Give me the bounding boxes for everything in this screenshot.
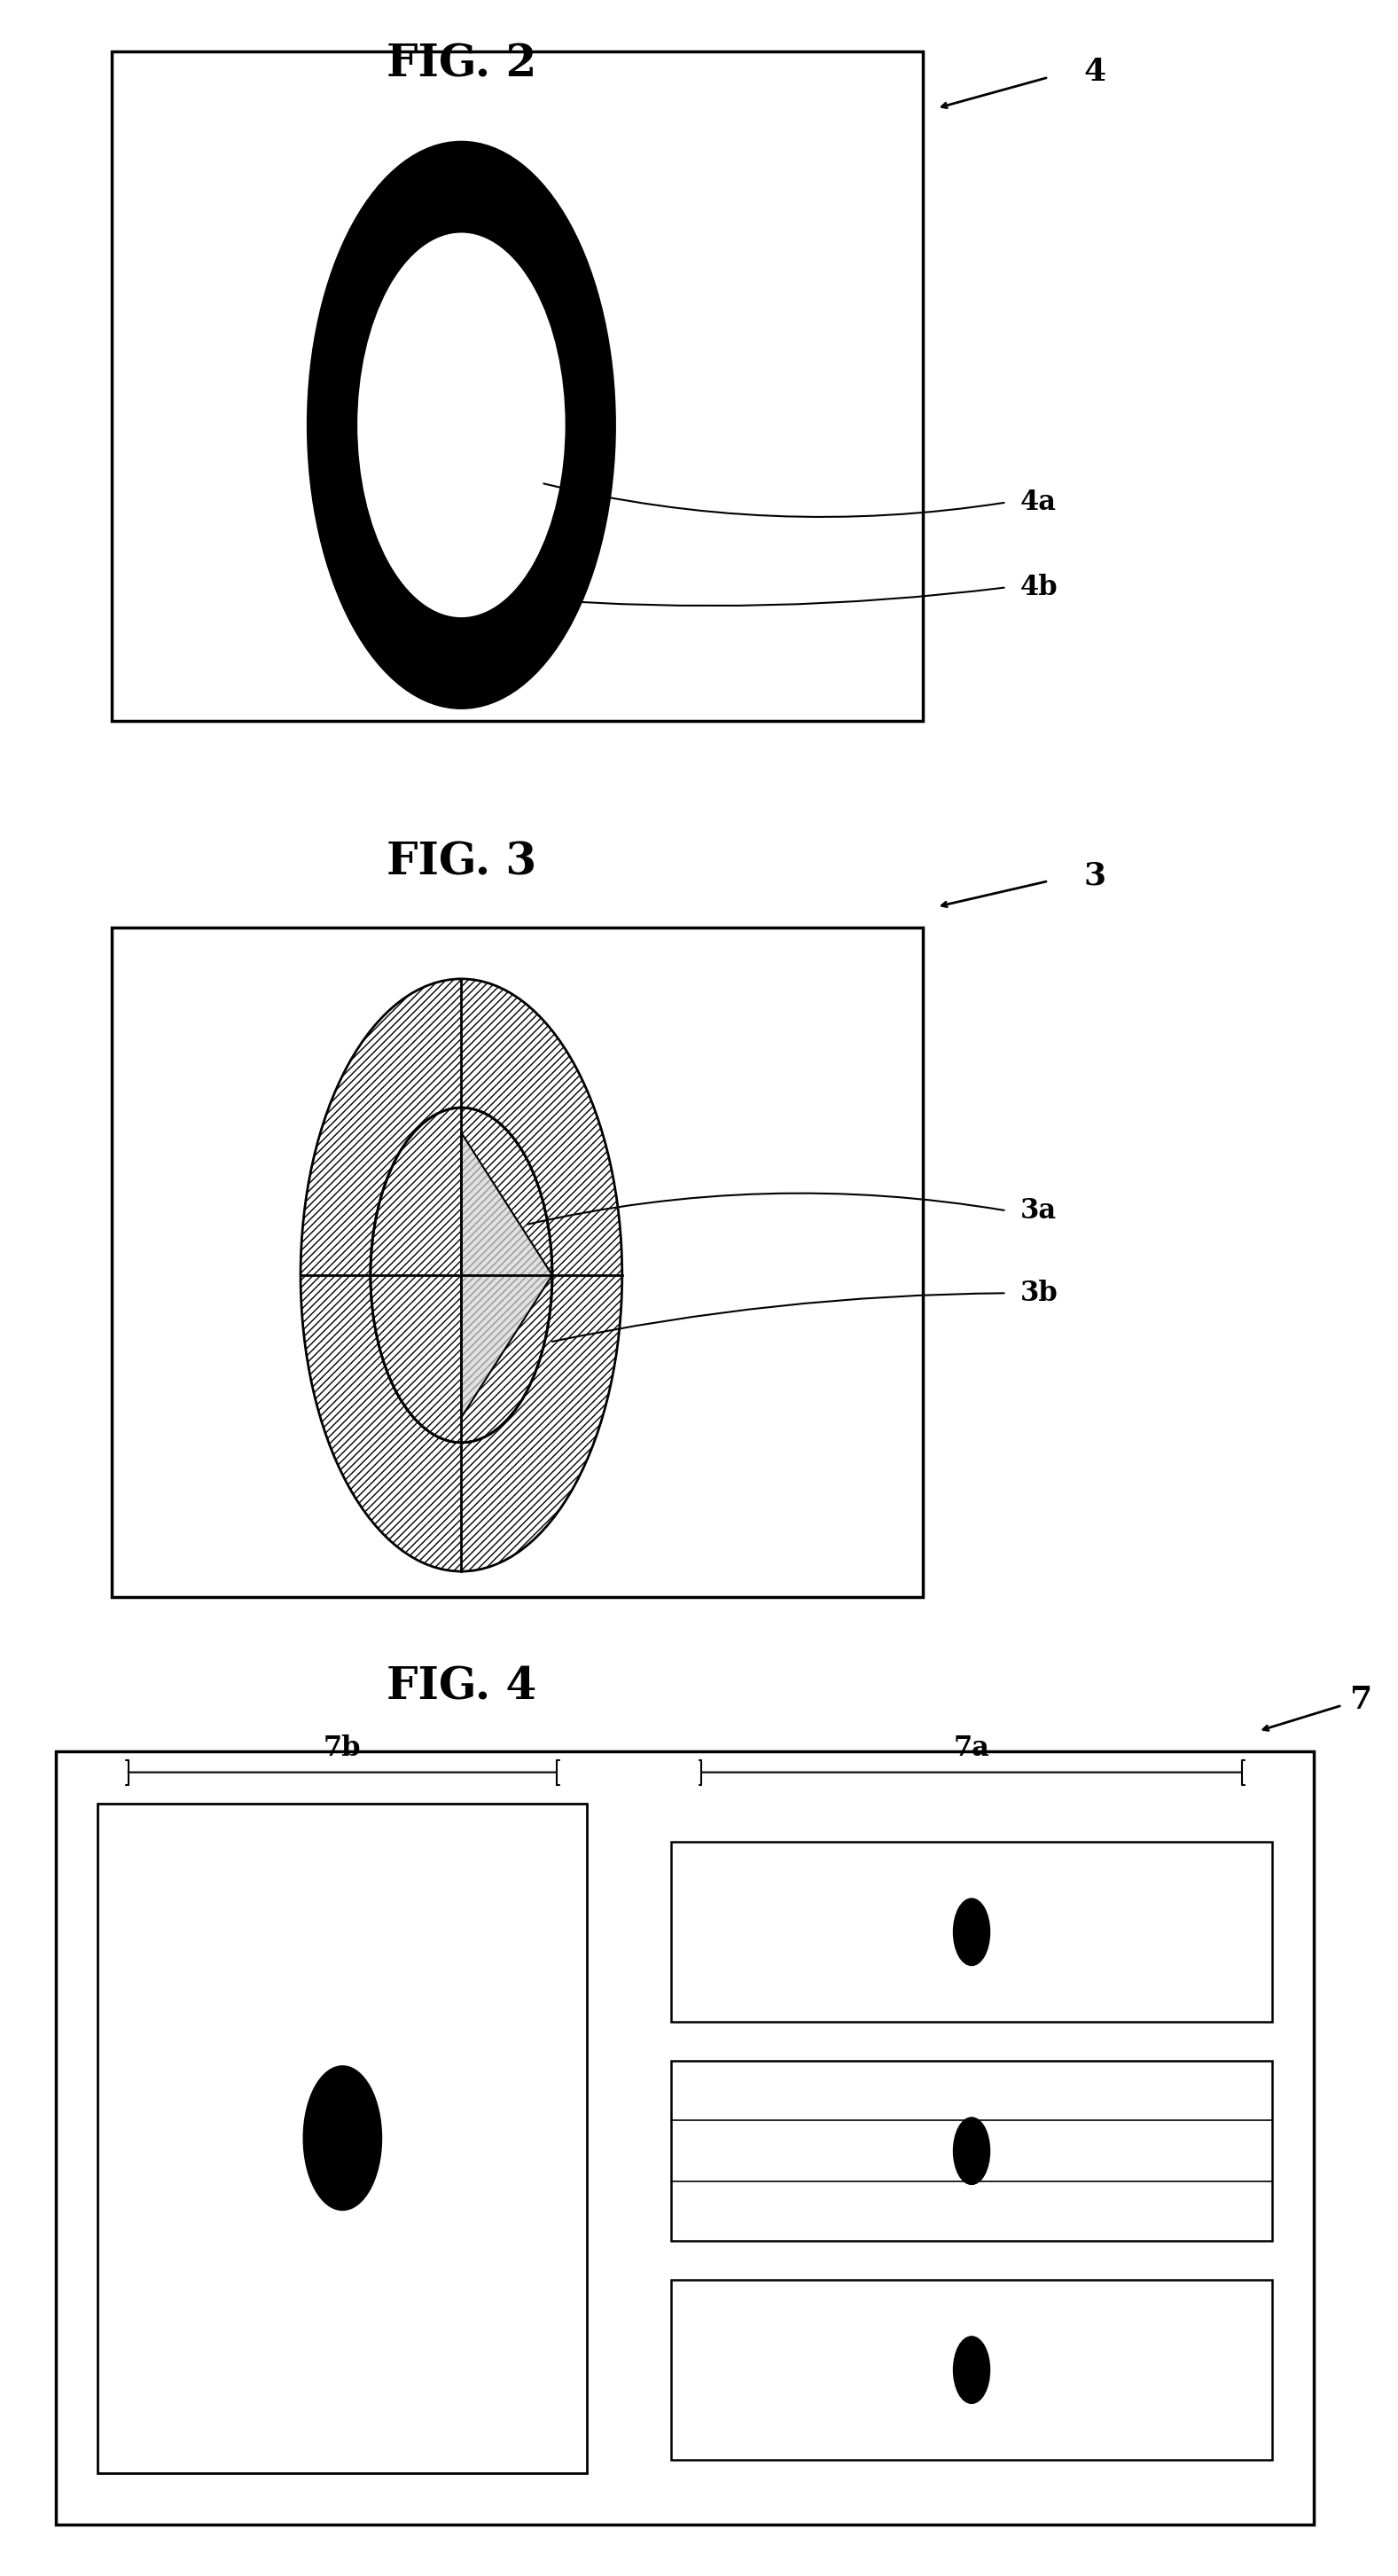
Bar: [671, 2280, 1272, 2460]
Bar: [112, 927, 923, 1597]
Text: 7b: 7b: [324, 1734, 361, 1762]
Circle shape: [308, 142, 615, 708]
Text: FIG. 3: FIG. 3: [386, 842, 537, 884]
Text: 3: 3: [1083, 860, 1106, 891]
Text: 4: 4: [1083, 57, 1106, 88]
Text: FIG. 2: FIG. 2: [386, 44, 537, 85]
Circle shape: [953, 2117, 990, 2184]
Bar: [671, 2061, 1272, 2241]
Text: 4a: 4a: [1021, 489, 1057, 515]
Bar: [98, 1803, 587, 2473]
Circle shape: [303, 2066, 382, 2210]
Text: FIG. 4: FIG. 4: [386, 1667, 537, 1708]
Bar: [56, 1752, 1314, 2524]
Text: 3a: 3a: [1021, 1198, 1057, 1224]
Bar: [112, 52, 923, 721]
Circle shape: [370, 1108, 552, 1443]
Circle shape: [953, 2336, 990, 2403]
Text: 3b: 3b: [1021, 1280, 1058, 1306]
Polygon shape: [461, 1133, 552, 1417]
Bar: [671, 1842, 1272, 2022]
Text: 4b: 4b: [1021, 574, 1058, 600]
Circle shape: [953, 1899, 990, 1965]
Text: 7a: 7a: [953, 1734, 990, 1762]
Text: 7: 7: [1349, 1685, 1371, 1716]
Circle shape: [301, 979, 622, 1571]
Circle shape: [356, 232, 566, 618]
